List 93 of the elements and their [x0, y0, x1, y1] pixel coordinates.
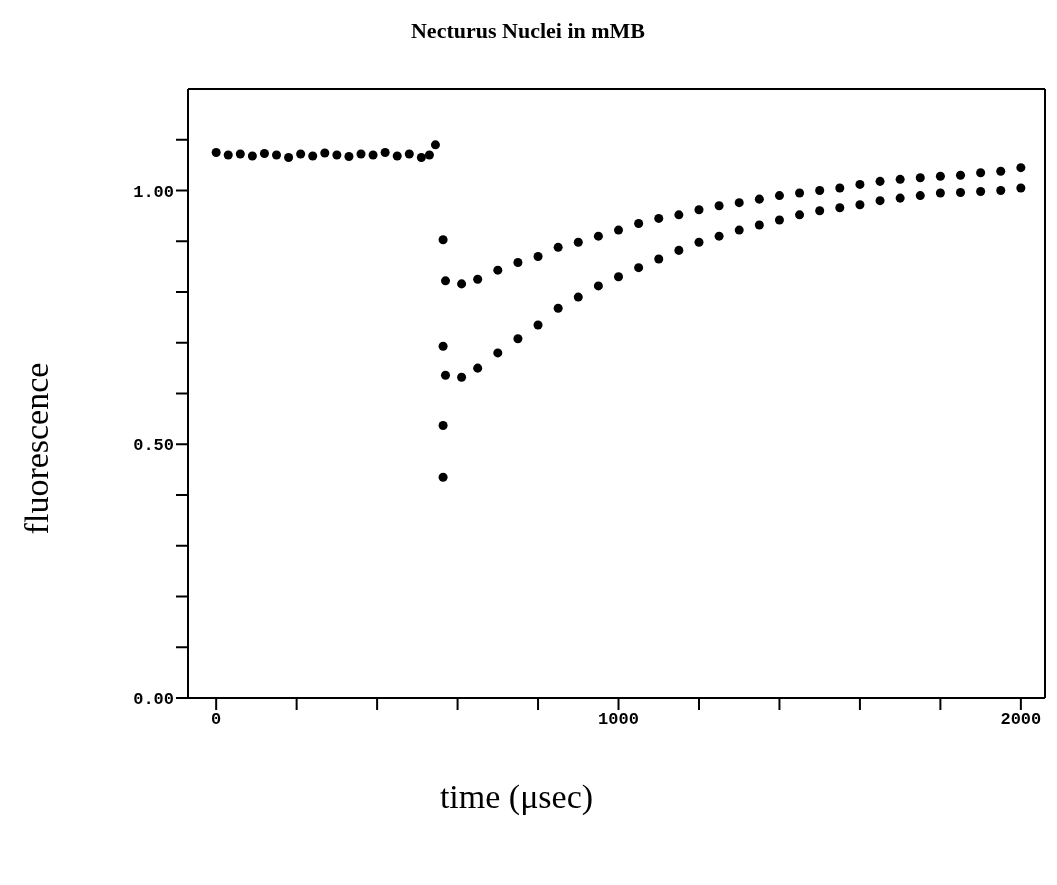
point: [654, 254, 664, 264]
x-tick-label: 1000: [598, 710, 639, 730]
point: [915, 191, 925, 201]
point: [935, 171, 945, 181]
point: [259, 148, 269, 158]
point: [774, 215, 784, 225]
point: [734, 225, 744, 235]
point: [976, 168, 986, 178]
point: [438, 472, 448, 482]
point: [533, 320, 543, 330]
chart-title: Necturus Nuclei in mMB: [410, 17, 646, 45]
point: [368, 150, 378, 160]
point: [272, 150, 282, 160]
point: [614, 225, 624, 235]
point: [430, 140, 440, 150]
point: [211, 147, 221, 157]
point: [955, 188, 966, 198]
x-tick-label: 0: [211, 710, 222, 730]
point: [284, 153, 294, 163]
point: [493, 348, 503, 358]
point: [634, 218, 644, 228]
point: [533, 251, 543, 261]
point: [654, 213, 664, 223]
y-axis-title: fluorescence: [18, 362, 55, 535]
point: [553, 303, 563, 313]
point: [235, 149, 245, 159]
point: [955, 170, 966, 180]
point: [320, 148, 330, 158]
point: [438, 235, 448, 245]
point: [835, 203, 845, 213]
point: [416, 153, 426, 163]
point: [308, 151, 318, 161]
point: [438, 341, 448, 351]
point: [593, 281, 603, 291]
point: [895, 174, 905, 184]
point: [356, 149, 366, 159]
point: [694, 237, 704, 247]
point: [440, 276, 451, 286]
point: [573, 292, 583, 302]
point: [634, 263, 644, 273]
point: [815, 206, 825, 216]
point: [513, 258, 523, 268]
point: [714, 231, 724, 241]
point: [996, 185, 1006, 196]
y-tick-label: 1.00: [133, 182, 174, 202]
point: [996, 166, 1006, 176]
point: [593, 231, 603, 241]
point: [935, 188, 945, 198]
point: [424, 150, 434, 160]
point: [895, 193, 905, 203]
point: [223, 150, 233, 160]
point: [457, 279, 467, 289]
point: [754, 220, 764, 230]
point: [976, 187, 986, 197]
point: [815, 185, 825, 196]
point: [296, 149, 306, 159]
point: [473, 363, 483, 373]
point: [754, 194, 764, 204]
point: [1016, 183, 1026, 193]
point: [457, 372, 467, 382]
point: [247, 151, 257, 161]
point: [404, 149, 414, 159]
point: [473, 274, 483, 284]
point: [835, 183, 845, 193]
point: [573, 237, 583, 247]
point: [875, 196, 885, 206]
point: [694, 205, 704, 215]
point: [380, 147, 390, 157]
point: [795, 188, 805, 198]
point: [553, 242, 563, 252]
point: [493, 265, 503, 275]
x-tick-label: 2000: [1000, 710, 1042, 730]
point: [392, 151, 402, 161]
point: [332, 150, 342, 160]
point: [795, 210, 805, 220]
point: [344, 151, 354, 161]
point: [440, 370, 451, 380]
y-tick-label: 0.50: [133, 436, 174, 456]
point: [513, 334, 523, 344]
point: [674, 210, 684, 220]
point: [855, 200, 865, 210]
point: [614, 272, 624, 282]
point: [438, 420, 448, 430]
point: [714, 201, 724, 211]
point: [674, 245, 684, 255]
point: [774, 191, 784, 201]
point: [875, 176, 885, 186]
y-tick-label: 0.00: [133, 690, 174, 710]
point: [915, 173, 925, 183]
point: [855, 179, 865, 189]
point: [1016, 163, 1026, 173]
x-axis-title: time (μsec): [439, 778, 594, 816]
point: [734, 198, 744, 208]
